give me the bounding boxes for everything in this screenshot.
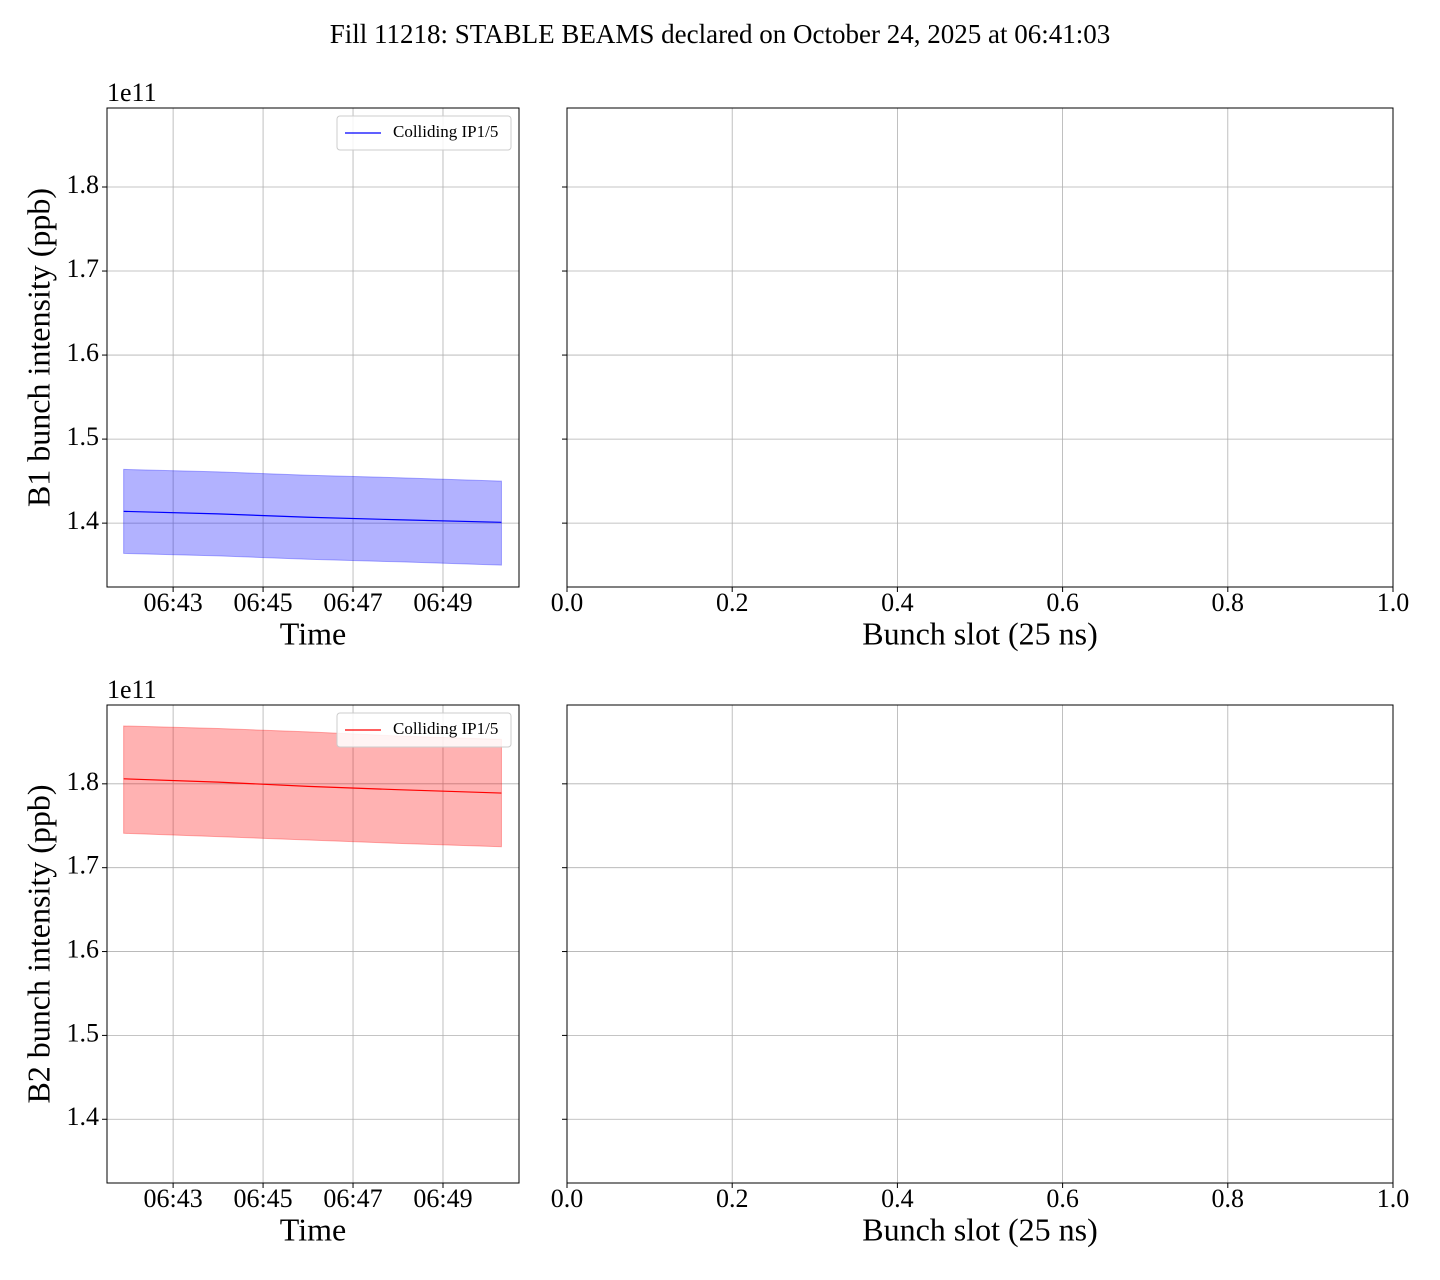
y-tick-label: 1.8 xyxy=(67,767,100,796)
x-tick-label: 06:47 xyxy=(323,588,382,617)
x-tick-label: 0.4 xyxy=(881,1184,914,1213)
plot-frame xyxy=(106,107,520,588)
line xyxy=(123,510,502,523)
x-axis-label: Bunch slot (25 ns) xyxy=(862,1211,1098,1247)
plot-frame xyxy=(106,704,520,1184)
figure-title: Fill 11218: STABLE BEAMS declared on Oct… xyxy=(330,19,1111,49)
y-offset-label: 1e11 xyxy=(107,675,157,704)
y-tick-label: 1.6 xyxy=(67,935,100,964)
y-tick-label: 1.4 xyxy=(67,506,100,535)
x-axis-label: Time xyxy=(280,1211,346,1247)
x-tick-label: 0.6 xyxy=(1046,588,1079,617)
x-tick-label: 0.8 xyxy=(1212,1184,1245,1213)
x-tick-label: 0.0 xyxy=(551,588,584,617)
y-tick-label: 1.5 xyxy=(67,1018,100,1047)
legend-box xyxy=(336,712,512,748)
y-tick-label: 1.7 xyxy=(67,851,100,880)
x-tick-label: 0.4 xyxy=(881,588,914,617)
y-axis-label: B2 bunch intensity (ppb) xyxy=(20,784,56,1103)
x-tick-label: 0.0 xyxy=(551,1184,584,1213)
x-tick-label: 1.0 xyxy=(1377,1184,1410,1213)
x-tick-label: 06:49 xyxy=(413,588,472,617)
x-tick-label: 1.0 xyxy=(1377,588,1410,617)
x-tick-label: 06:45 xyxy=(233,588,292,617)
y-tick-label: 1.7 xyxy=(67,254,100,283)
y-axis-label: B1 bunch intensity (ppb) xyxy=(20,188,56,507)
legend-label: Colliding IP1/5 xyxy=(393,122,498,141)
plot-frame xyxy=(566,704,1394,1184)
x-tick-label: 0.8 xyxy=(1212,588,1245,617)
y-tick-label: 1.5 xyxy=(67,422,100,451)
x-axis-label: Time xyxy=(280,615,346,651)
legend-box xyxy=(336,115,512,151)
x-tick-label: 0.2 xyxy=(716,588,749,617)
x-tick-label: 06:49 xyxy=(413,1184,472,1213)
y-tick-label: 1.8 xyxy=(67,170,100,199)
y-offset-label: 1e11 xyxy=(107,78,157,107)
x-tick-label: 06:43 xyxy=(144,588,203,617)
legend-label: Colliding IP1/5 xyxy=(393,719,498,738)
x-tick-label: 06:47 xyxy=(323,1184,382,1213)
x-tick-label: 0.6 xyxy=(1046,1184,1079,1213)
plot-frame xyxy=(566,107,1394,588)
y-tick-label: 1.4 xyxy=(67,1102,100,1131)
x-axis-label: Bunch slot (25 ns) xyxy=(862,615,1098,651)
x-tick-label: 06:45 xyxy=(233,1184,292,1213)
x-tick-label: 06:43 xyxy=(144,1184,203,1213)
y-tick-label: 1.6 xyxy=(67,338,100,367)
line xyxy=(123,778,502,794)
x-tick-label: 0.2 xyxy=(716,1184,749,1213)
